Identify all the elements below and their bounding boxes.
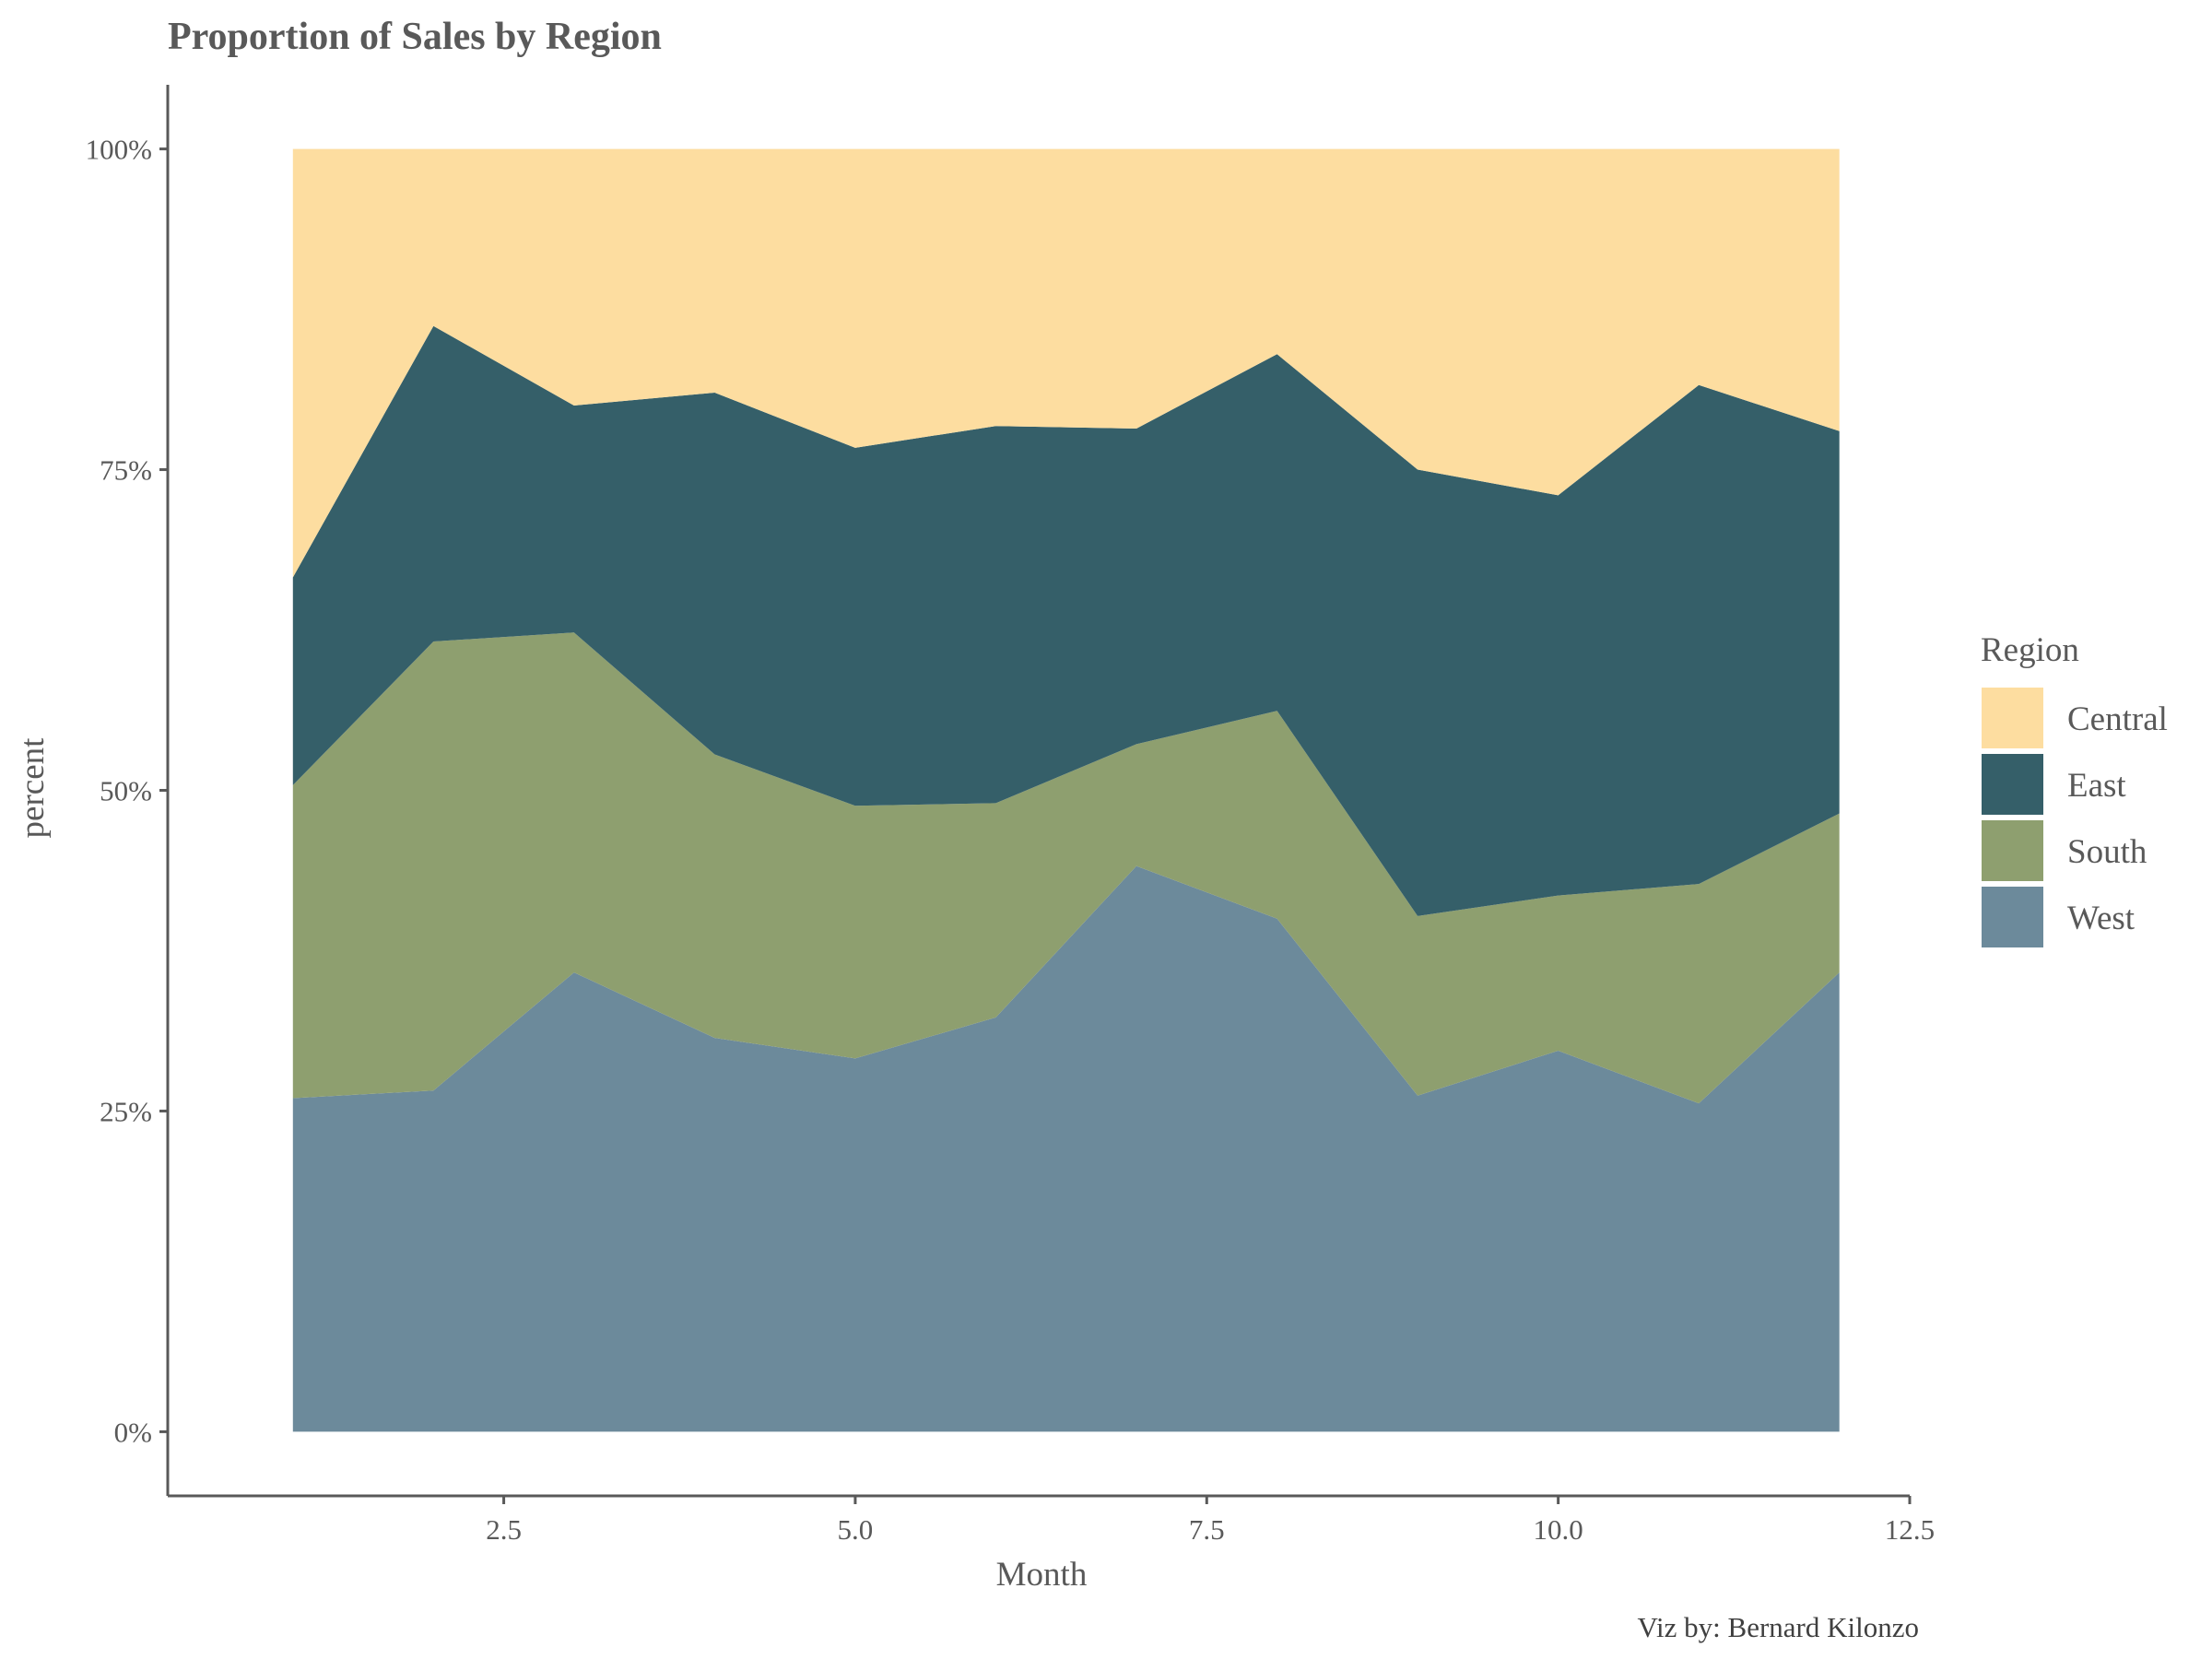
legend: Region Central East South West <box>1980 631 2168 949</box>
caption: Viz by: Bernard Kilonzo <box>1638 1611 1919 1643</box>
x-tick-label: 10.0 <box>1534 1513 1583 1546</box>
y-tick-label: 0% <box>114 1416 152 1448</box>
legend-title: Region <box>1981 631 2079 669</box>
legend-label-east: East <box>2067 767 2126 805</box>
y-tick-label: 100% <box>86 134 152 166</box>
y-axis-title: percent <box>14 737 52 839</box>
chart-title: Proportion of Sales by Region <box>168 16 662 58</box>
legend-label-south: South <box>2067 833 2147 871</box>
axes: 0% 25% 50% 75% 100% 2.5 5.0 7.5 10.0 12.5 <box>86 85 1935 1546</box>
x-tick-label: 5.0 <box>838 1513 874 1546</box>
y-tick-label: 50% <box>100 775 152 807</box>
legend-key-west <box>1980 885 2045 949</box>
x-tick-label: 2.5 <box>486 1513 522 1546</box>
legend-label-west: West <box>2067 900 2136 937</box>
legend-key-south <box>1980 818 2045 883</box>
legend-label-central: Central <box>2067 700 2168 738</box>
y-tick-label: 75% <box>100 454 152 487</box>
area-layers <box>292 148 1840 1432</box>
x-axis-title: Month <box>996 1556 1088 1594</box>
legend-key-central <box>1980 686 2045 750</box>
area-south <box>292 632 1840 1104</box>
y-tick-label: 25% <box>100 1095 152 1127</box>
area-central <box>292 148 1840 578</box>
legend-key-east <box>1980 752 2045 817</box>
area-west <box>292 865 1840 1432</box>
x-tick-label: 7.5 <box>1189 1513 1225 1546</box>
area-east <box>292 325 1840 916</box>
x-tick-label: 12.5 <box>1885 1513 1935 1546</box>
